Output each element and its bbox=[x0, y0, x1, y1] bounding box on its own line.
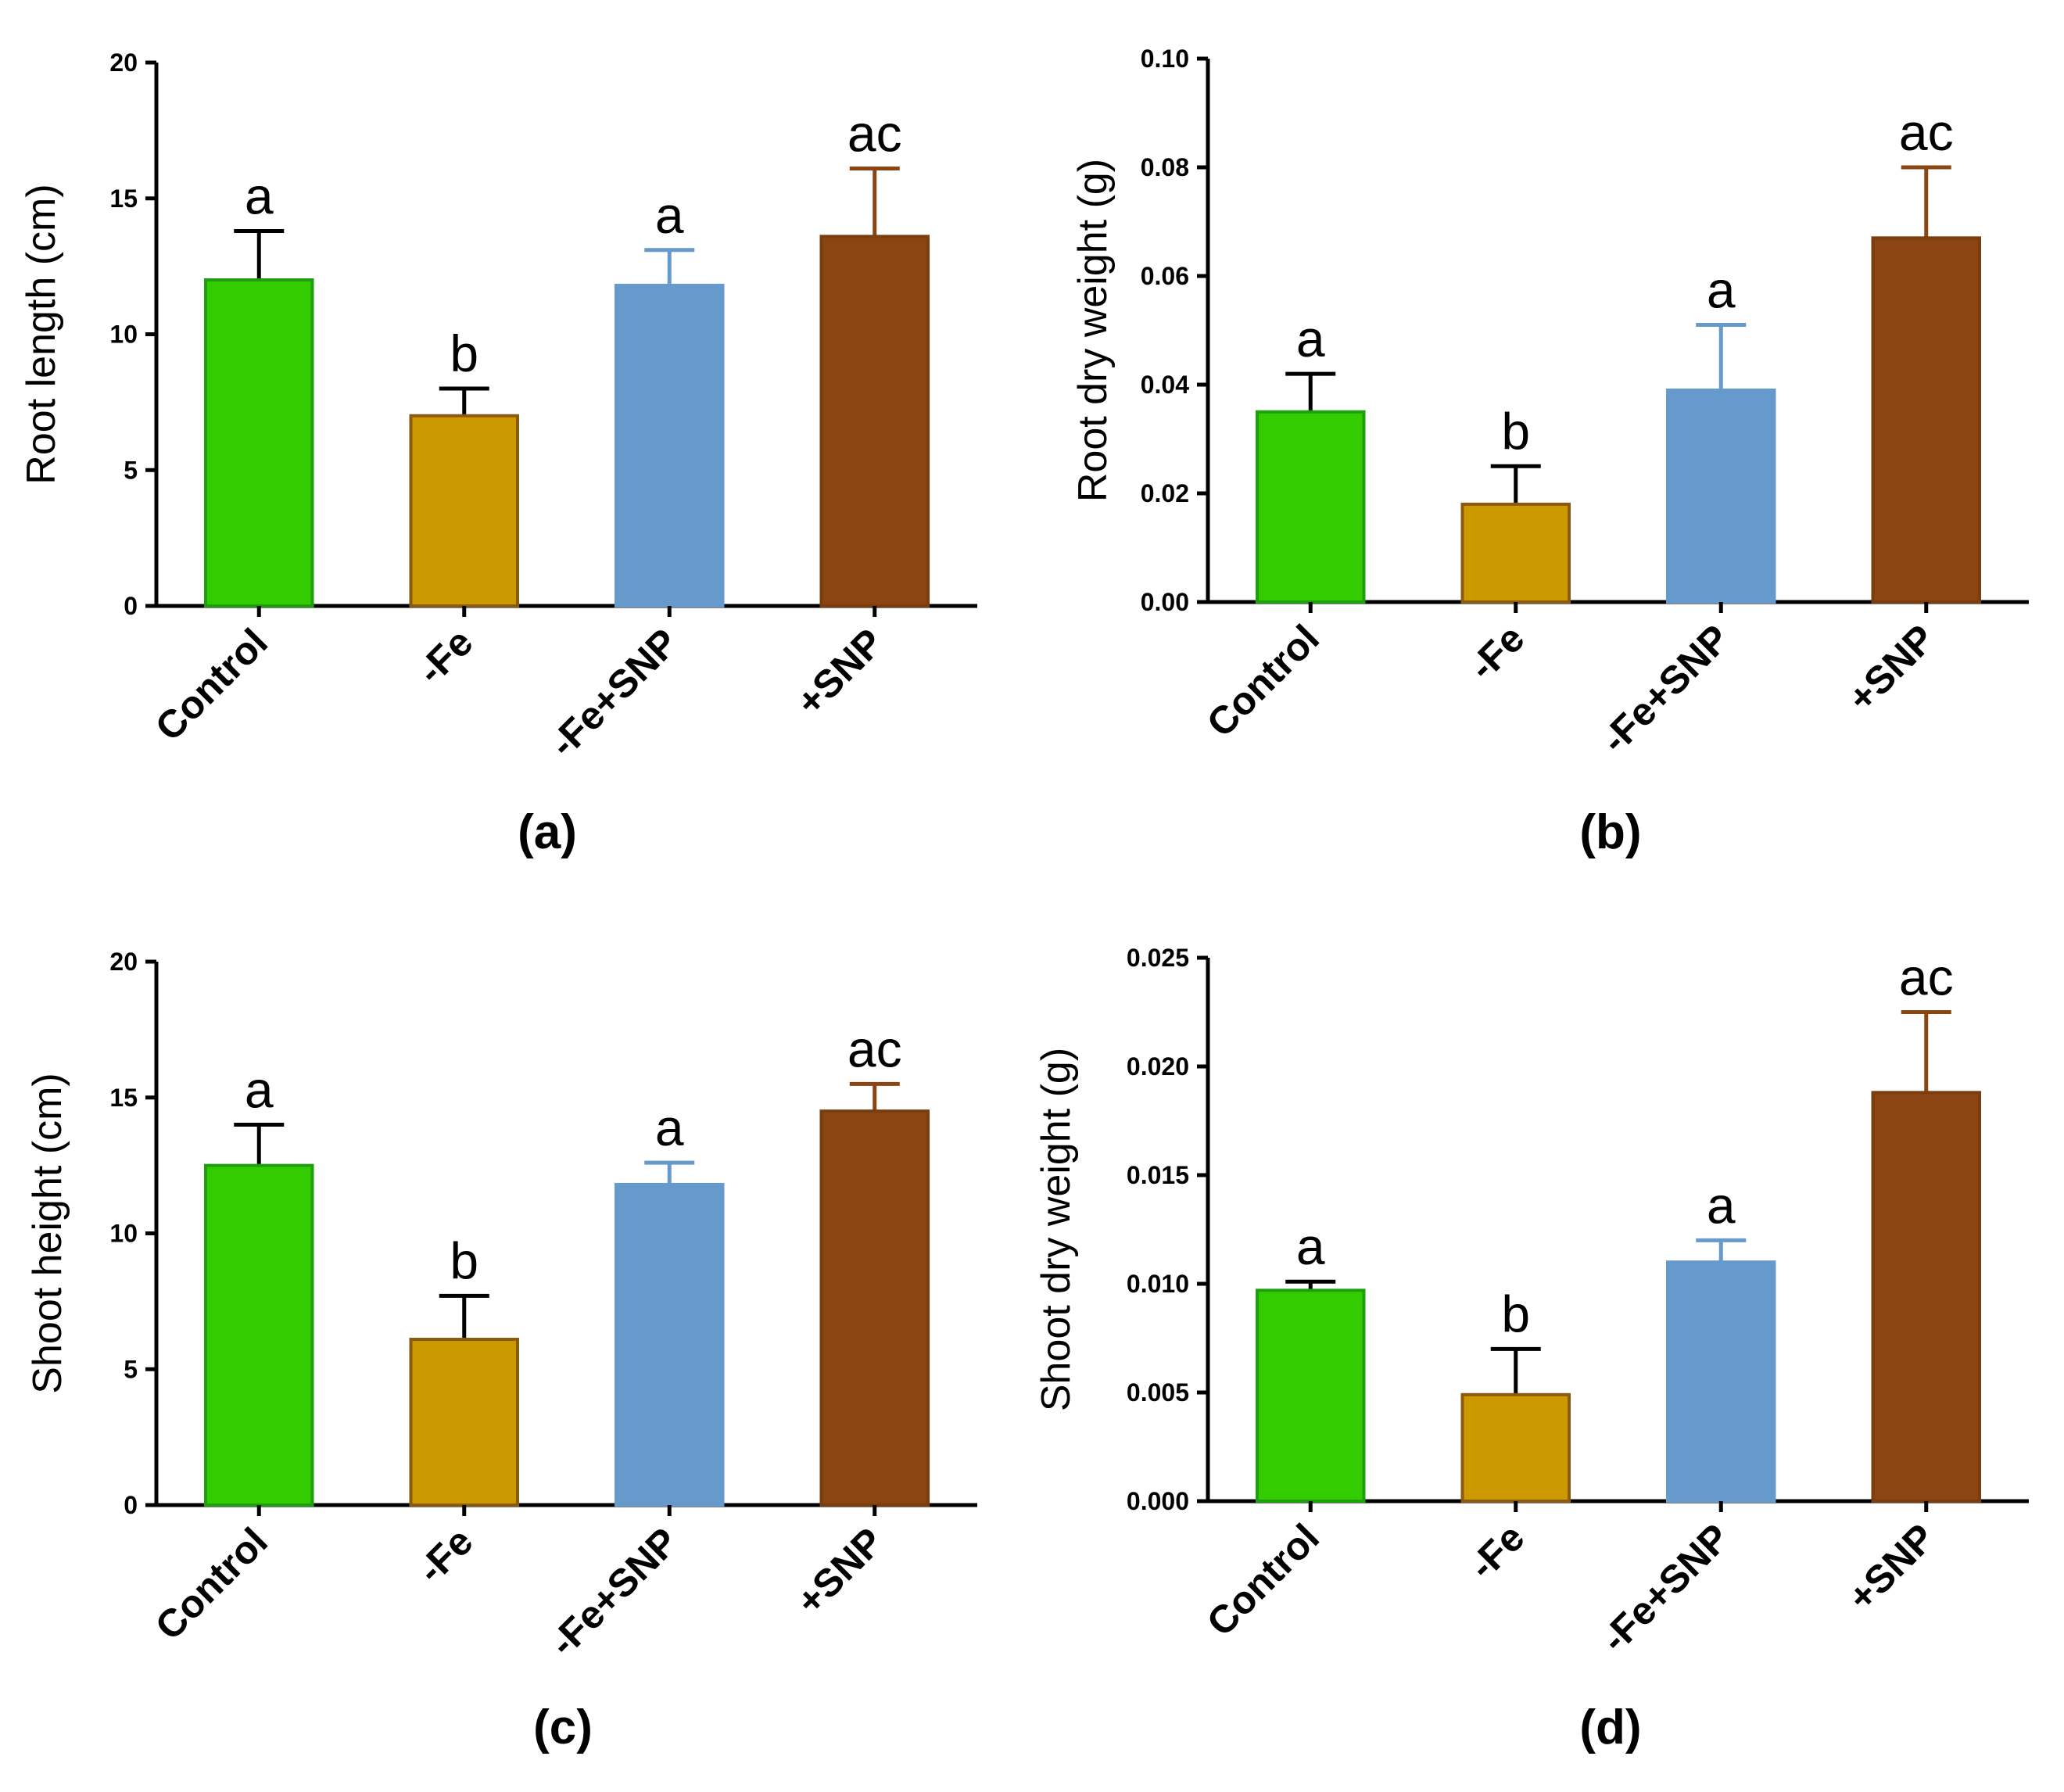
panel-label: (c) bbox=[533, 1701, 593, 1754]
y-tick-label: 20 bbox=[109, 48, 138, 77]
bar-snp bbox=[819, 235, 930, 607]
y-axis-label: Root dry weight (g) bbox=[1070, 159, 1116, 502]
significance-label: b bbox=[450, 324, 478, 382]
chart-panel-1: 0 5 10 15 20 Root length (cm) a Control b -Fe a -Fe… bbox=[19, 48, 977, 859]
chart-panel-4: 0.000 0.005 0.010 0.015 0.020 0.025 Shoot dry … bbox=[1034, 944, 2029, 1754]
bar-control bbox=[1256, 1288, 1366, 1503]
significance-label: ac bbox=[1899, 948, 1954, 1006]
x-tick-label: Control bbox=[1199, 616, 1328, 745]
significance-label: a bbox=[1707, 261, 1736, 319]
bar-fe-snp bbox=[1666, 388, 1776, 604]
bar-fe bbox=[1460, 1392, 1571, 1503]
y-tick-label: 10 bbox=[109, 321, 138, 349]
y-tick-label: 0.02 bbox=[1141, 479, 1189, 507]
y-tick-label: 15 bbox=[109, 185, 138, 213]
significance-label: a bbox=[1707, 1176, 1736, 1234]
significance-label: b bbox=[1501, 402, 1530, 460]
x-tick-label: +SNP bbox=[1840, 1515, 1944, 1619]
y-tick-label: 15 bbox=[109, 1084, 138, 1112]
significance-label: a bbox=[245, 167, 274, 224]
y-tick-label: 0 bbox=[124, 592, 138, 620]
bar-snp bbox=[819, 1109, 930, 1507]
x-tick-label: +SNP bbox=[788, 1519, 892, 1623]
bar-control bbox=[204, 1163, 314, 1507]
bar-fe bbox=[1460, 502, 1571, 604]
y-tick-label: 0.010 bbox=[1127, 1270, 1189, 1298]
significance-label: b bbox=[1501, 1285, 1530, 1342]
x-tick-label: Control bbox=[147, 1519, 276, 1648]
significance-label: a bbox=[1296, 310, 1325, 367]
y-tick-label: 5 bbox=[124, 456, 138, 484]
x-tick-label: -Fe+SNP bbox=[541, 1519, 686, 1665]
y-tick-label: 0.04 bbox=[1141, 371, 1189, 399]
y-axis-label: Shoot dry weight (g) bbox=[1034, 1048, 1079, 1411]
x-tick-label: -Fe+SNP bbox=[1593, 616, 1738, 762]
y-tick-label: 0.005 bbox=[1127, 1378, 1189, 1407]
y-tick-label: 10 bbox=[109, 1220, 138, 1248]
y-tick-label: 0.00 bbox=[1141, 588, 1189, 616]
bar-snp bbox=[1871, 236, 1981, 604]
y-tick-label: 0.10 bbox=[1141, 45, 1189, 73]
y-tick-label: 0.06 bbox=[1141, 262, 1189, 290]
significance-label: b bbox=[450, 1231, 478, 1289]
panel-label: (d) bbox=[1579, 1701, 1641, 1754]
y-tick-label: 0.015 bbox=[1127, 1161, 1189, 1189]
x-tick-label: -Fe bbox=[409, 620, 482, 693]
y-tick-label: 0 bbox=[124, 1491, 138, 1519]
x-tick-label: Control bbox=[1199, 1515, 1328, 1644]
significance-label: ac bbox=[1899, 103, 1954, 161]
bar-fe-snp bbox=[615, 1182, 725, 1507]
bar-control bbox=[1256, 410, 1366, 604]
y-tick-label: 20 bbox=[109, 948, 138, 976]
x-tick-label: -Fe+SNP bbox=[541, 620, 686, 765]
chart-panel-3: 0 5 10 15 20 Shoot height (cm) a Control b -Fe a -F… bbox=[25, 948, 977, 1754]
y-axis-label: Root length (cm) bbox=[19, 184, 64, 484]
bar-fe-snp bbox=[1666, 1260, 1776, 1503]
significance-label: ac bbox=[847, 105, 902, 163]
panel-label: (b) bbox=[1579, 805, 1641, 859]
x-tick-label: -Fe bbox=[1460, 616, 1533, 689]
significance-label: a bbox=[1296, 1217, 1325, 1275]
bar-snp bbox=[1871, 1091, 1981, 1503]
y-axis-label: Shoot height (cm) bbox=[25, 1073, 70, 1393]
y-tick-label: 5 bbox=[124, 1355, 138, 1383]
significance-label: ac bbox=[847, 1020, 902, 1077]
y-tick-label: 0.020 bbox=[1127, 1052, 1189, 1081]
y-tick-label: 0.08 bbox=[1141, 153, 1189, 181]
chart-panel-2: 0.00 0.02 0.04 0.06 0.08 0.10 Root dry weight … bbox=[1070, 45, 2029, 859]
x-tick-label: +SNP bbox=[788, 620, 892, 724]
bar-fe bbox=[409, 1338, 519, 1507]
significance-label: a bbox=[655, 186, 684, 244]
panel-label: (a) bbox=[518, 805, 577, 859]
bar-fe-snp bbox=[615, 283, 725, 607]
bar-fe bbox=[409, 414, 519, 607]
x-tick-label: -Fe+SNP bbox=[1593, 1515, 1738, 1661]
x-tick-label: -Fe bbox=[1460, 1515, 1533, 1588]
x-tick-label: +SNP bbox=[1840, 616, 1944, 720]
y-tick-label: 0.025 bbox=[1127, 944, 1189, 972]
significance-label: a bbox=[245, 1061, 274, 1119]
y-tick-label: 0.000 bbox=[1127, 1487, 1189, 1515]
x-tick-label: -Fe bbox=[409, 1519, 482, 1592]
x-tick-label: Control bbox=[147, 620, 276, 749]
bar-control bbox=[204, 278, 314, 607]
significance-label: a bbox=[655, 1098, 684, 1156]
